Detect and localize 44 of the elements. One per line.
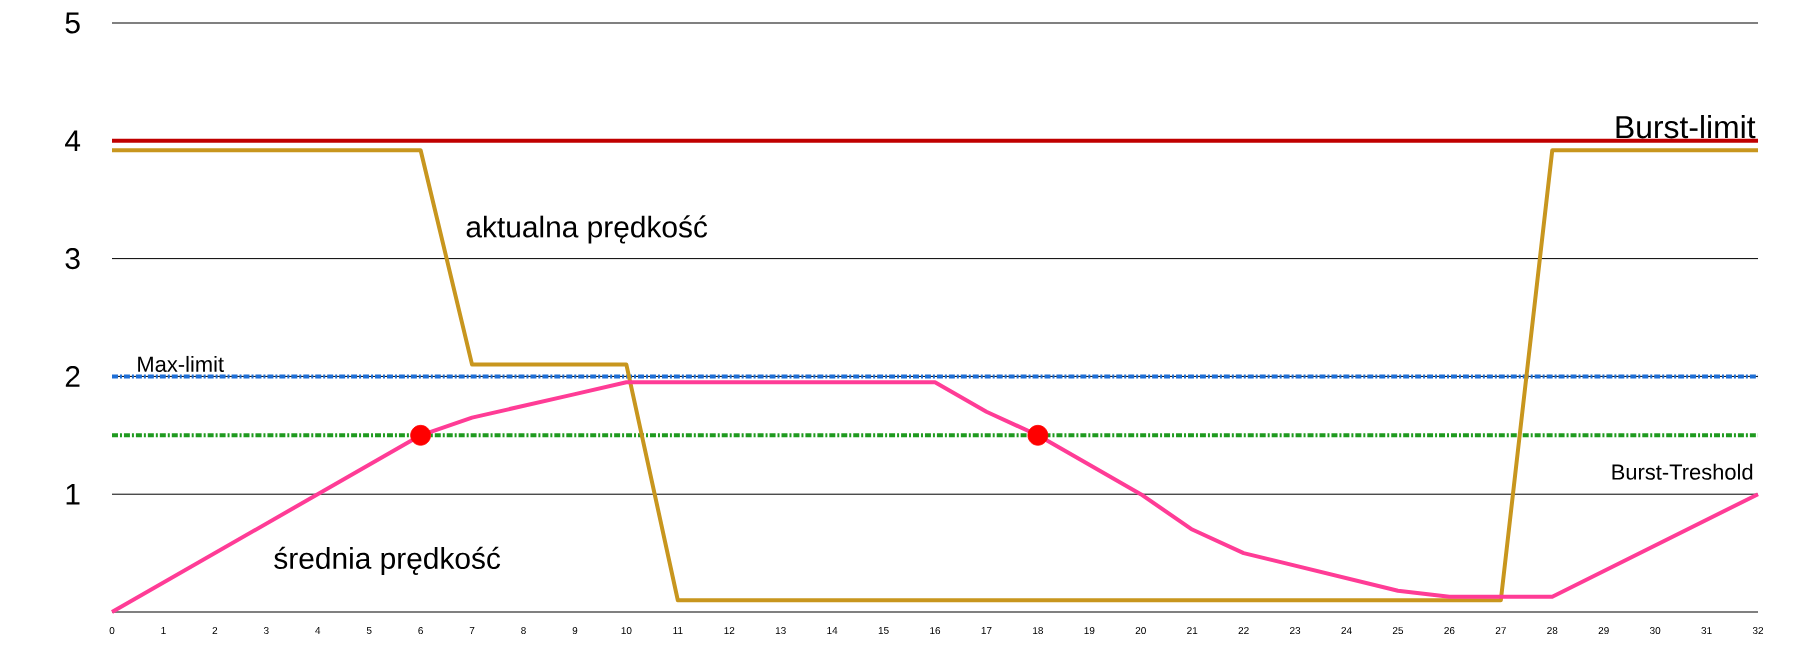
x-tick-label: 10 [621, 627, 632, 635]
x-tick-label: 3 [263, 627, 269, 635]
series-label: średnia prędkość [274, 546, 501, 575]
x-tick-label: 21 [1187, 627, 1198, 634]
x-tick-label: 26 [1444, 627, 1455, 635]
x-tick-label: 28 [1547, 627, 1558, 635]
x-tick-label: 16 [930, 627, 941, 635]
x-tick-label: 20 [1135, 627, 1146, 635]
line-series [110, 380, 1761, 614]
x-tick-label: 4 [315, 627, 321, 634]
x-tick-label: 27 [1495, 627, 1506, 634]
series-label: aktualna prędkość [466, 215, 708, 244]
x-tick-label: 14 [827, 627, 838, 634]
x-tick-label: 22 [1238, 627, 1249, 634]
x-tick-label: 25 [1392, 627, 1404, 635]
x-tick-label: 9 [572, 627, 578, 635]
x-tick-label: 31 [1701, 627, 1712, 635]
x-tick-label: 29 [1598, 627, 1609, 635]
x-tick-label: 0 [109, 627, 115, 635]
x-tick-label: 5 [366, 627, 372, 634]
x-tick-label: 19 [1084, 627, 1095, 635]
x-tick-label: 8 [521, 627, 526, 635]
x-tick-label: 11 [673, 627, 683, 634]
x-tick-label: 15 [878, 627, 889, 634]
ref-line-label: Burst-Treshold [1612, 463, 1753, 480]
x-tick-label: 2 [212, 627, 218, 634]
x-tick-label: 17 [981, 627, 992, 634]
y-tick-label: 5 [65, 12, 80, 34]
x-tick-label: 12 [724, 627, 735, 634]
x-tick-label: 7 [469, 627, 475, 634]
ref-line-label: Burst-limit [1616, 115, 1756, 139]
x-tick-label: 30 [1649, 627, 1661, 635]
x-tick-label: 1 [161, 627, 166, 634]
x-tick-label: 6 [418, 627, 423, 635]
x-tick-label: 23 [1290, 627, 1301, 635]
y-tick-label: 3 [65, 248, 80, 270]
x-tick-label: 24 [1341, 627, 1352, 634]
y-tick-label: 2 [65, 365, 80, 387]
y-tick-label: 4 [65, 130, 81, 152]
y-tick-label: 1 [66, 483, 80, 505]
x-tick-label: 18 [1033, 627, 1044, 635]
x-tick-label: 13 [775, 627, 786, 635]
x-tick-label: 32 [1752, 627, 1764, 635]
ref-line-label: Max-limit [138, 355, 224, 373]
